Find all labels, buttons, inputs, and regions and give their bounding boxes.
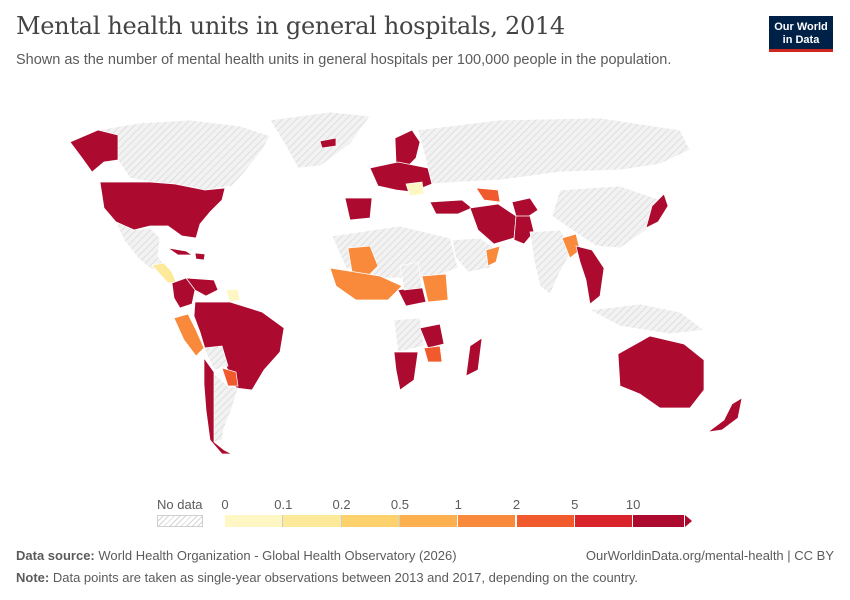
legend-tick-label: 10 — [625, 497, 641, 512]
country-chile[interactable] — [203, 356, 233, 455]
country-russia[interactable] — [417, 117, 691, 185]
legend-tick-label: 2 — [512, 497, 521, 512]
country-guyana[interactable] — [225, 288, 241, 303]
world-map — [69, 111, 743, 455]
country-central-america[interactable] — [151, 262, 177, 284]
country-mali[interactable] — [347, 245, 379, 277]
country-oman[interactable] — [485, 245, 501, 267]
country-sudan[interactable] — [421, 273, 449, 303]
legend-bin-1 — [283, 515, 342, 527]
legend-bin-7 — [633, 515, 686, 527]
logo-line-2: in Data — [782, 34, 820, 46]
legend-bin-3 — [399, 515, 459, 527]
note-label: Note: — [16, 570, 50, 585]
legend-bin-0 — [225, 515, 284, 527]
country-angola[interactable] — [393, 317, 425, 353]
country-cuba[interactable] — [167, 247, 194, 256]
country-mexico[interactable] — [115, 221, 165, 271]
legend-tick-label: 0 — [221, 497, 229, 512]
country-chad[interactable] — [399, 261, 423, 291]
country-hispaniola[interactable] — [194, 252, 206, 261]
legend-tick-label: 0.2 — [332, 497, 351, 512]
country-alaska[interactable] — [69, 129, 119, 173]
country-bolivia[interactable] — [203, 345, 229, 371]
country-zimbabwe[interactable] — [423, 345, 443, 363]
country-canada[interactable] — [97, 119, 271, 191]
country-turkey[interactable] — [429, 199, 473, 215]
country-myanmar[interactable] — [575, 245, 605, 305]
country-afghanistan[interactable] — [511, 197, 539, 219]
legend-no-data-label: No data — [157, 497, 203, 512]
legend-tick-label: 1 — [454, 497, 462, 512]
country-zambia[interactable] — [419, 323, 445, 349]
country-colombia[interactable] — [171, 277, 196, 309]
legend-bin-4 — [458, 515, 517, 527]
note-line: Note: Data points are taken as single-ye… — [16, 570, 638, 585]
legend-arrow — [685, 515, 693, 527]
source-line: Data source: World Health Organization -… — [16, 548, 457, 563]
chart-title: Mental health units in general hospitals… — [16, 12, 565, 40]
country-iberia[interactable] — [344, 197, 373, 221]
source-text[interactable]: World Health Organization - Global Healt… — [98, 548, 457, 563]
country-scandinavia[interactable] — [394, 129, 421, 171]
legend-tick-label: 5 — [571, 497, 579, 512]
country-china[interactable] — [551, 185, 661, 249]
legend-bin-5 — [516, 515, 575, 527]
country-indonesia[interactable] — [588, 303, 705, 335]
country-united-states[interactable] — [99, 181, 226, 239]
legend-no-data-swatch — [157, 515, 203, 527]
country-namibia[interactable] — [393, 351, 419, 391]
country-madagascar[interactable] — [465, 337, 483, 377]
source-label: Data source: — [16, 548, 95, 563]
country-caucasus[interactable] — [475, 187, 501, 203]
country-pakistan[interactable] — [513, 215, 535, 245]
legend-bin-2 — [341, 515, 400, 527]
country-japan[interactable] — [645, 193, 669, 229]
legend-tick-label: 0.5 — [390, 497, 409, 512]
legend-tick-label: 0.1 — [274, 497, 293, 512]
chart-subtitle: Shown as the number of mental health uni… — [16, 52, 672, 68]
url-credit[interactable]: OurWorldinData.org/mental-health | CC BY — [585, 548, 834, 563]
country-greenland[interactable] — [269, 111, 371, 169]
logo-line-1: Our World — [774, 21, 828, 33]
owid-logo[interactable]: Our World in Data — [769, 16, 833, 52]
country-iceland[interactable] — [319, 137, 337, 149]
country-west-africa[interactable] — [329, 267, 403, 301]
note-text: Data points are taken as single-year obs… — [52, 570, 639, 585]
country-australia[interactable] — [617, 335, 705, 409]
country-saudi-arabia[interactable] — [451, 237, 495, 273]
country-paraguay[interactable] — [221, 367, 239, 387]
legend-bin-6 — [574, 515, 634, 527]
country-india[interactable] — [529, 229, 573, 295]
country-new-zealand[interactable] — [707, 397, 743, 433]
country-brazil[interactable] — [193, 301, 285, 391]
color-legend: No data 0 0.1 0.2 0.5 1 2 5 10 — [0, 495, 850, 540]
country-romania[interactable] — [405, 181, 425, 197]
